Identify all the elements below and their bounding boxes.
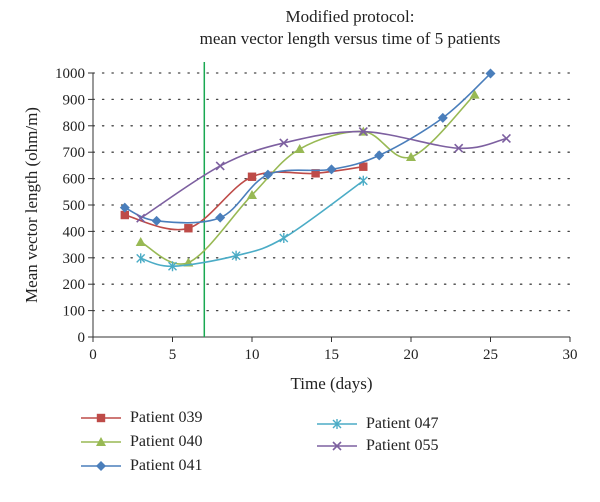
y-tick-label: 100 (63, 304, 86, 320)
series-patient-055 (136, 127, 511, 223)
legend-item: Patient 040 (80, 431, 202, 453)
data-point-patient-055 (454, 143, 464, 153)
data-point-patient-041 (151, 215, 162, 226)
y-tick-label: 600 (63, 172, 86, 188)
y-tick-label: 400 (63, 224, 86, 240)
axes: 0 100 200 300 400 500 600 700 800 900 1000 0 5 10 15 20… (22, 66, 578, 393)
data-point-patient-041 (485, 68, 496, 79)
x-tick-label: 25 (483, 347, 498, 363)
data-point-patient-047 (168, 261, 177, 272)
legend-item: Patient 047 (316, 413, 438, 435)
legend-label: Patient 040 (130, 433, 203, 450)
data-point-patient-055 (501, 133, 511, 144)
legend-swatch (81, 413, 121, 423)
x-tick-label: 0 (89, 347, 97, 363)
legend-label: Patient 047 (366, 415, 439, 432)
data-point-patient-039 (184, 224, 193, 233)
series-patient-047 (136, 175, 368, 272)
y-tick-label: 800 (63, 119, 86, 135)
data-point-patient-047 (279, 233, 289, 243)
data-point-patient-039 (359, 162, 368, 171)
series-patient-040 (135, 89, 480, 267)
data-point-patient-047 (231, 250, 241, 261)
series-line-patient-041 (124, 72, 492, 224)
legend-swatch (81, 437, 121, 446)
legend-label: Patient 041 (130, 457, 203, 474)
data-point-patient-040 (406, 151, 416, 161)
data-point-patient-039 (120, 210, 129, 220)
legend-swatch (317, 441, 357, 451)
x-tick-label: 10 (245, 347, 260, 363)
y-tick-label: 700 (63, 145, 86, 161)
series-patient-039 (120, 162, 368, 233)
y-tick-label: 900 (63, 92, 86, 108)
data-point-patient-039 (311, 169, 320, 178)
data-point-patient-055 (279, 138, 289, 148)
data-point-patient-055 (215, 161, 225, 171)
data-point-patient-041 (374, 150, 385, 161)
chart-title-line-2: mean vector length versus time of 5 pati… (199, 29, 501, 48)
data-point-patient-041 (326, 164, 337, 175)
data-point-patient-055 (136, 213, 146, 223)
legend-item: Patient 041 (80, 455, 202, 477)
x-tick-label: 30 (563, 347, 578, 363)
y-axis-label: Mean vector length (ohm/m) (22, 107, 41, 303)
data-point-patient-040 (294, 144, 305, 154)
legend-swatch (317, 419, 357, 429)
legend-item: Patient 055 (316, 435, 438, 457)
data-point-patient-040 (135, 236, 146, 246)
data-point-patient-047 (136, 253, 146, 264)
chart-title-line-1: Modified protocol: (285, 7, 415, 26)
data-point-patient-041 (119, 202, 130, 213)
data-point-patient-041 (262, 169, 273, 180)
data-point-patient-055 (358, 127, 368, 137)
x-tick-label: 5 (169, 347, 177, 363)
series-line-patient-040 (140, 94, 476, 265)
legend-label: Patient 039 (130, 409, 203, 426)
legend-label: Patient 055 (366, 437, 439, 454)
series-group (119, 68, 511, 272)
series-line-patient-055 (140, 130, 507, 219)
gridlines (92, 72, 571, 312)
legend-swatch (81, 461, 121, 471)
x-tick-label: 15 (324, 347, 339, 363)
data-point-patient-047 (358, 175, 368, 186)
y-tick-label: 0 (78, 330, 86, 346)
data-point-patient-041 (437, 112, 448, 123)
data-point-patient-039 (247, 172, 257, 181)
x-tick-label: 20 (404, 347, 419, 363)
y-tick-label: 500 (63, 198, 86, 214)
legend-item: Patient 039 (80, 407, 202, 429)
data-point-patient-041 (215, 212, 226, 223)
series-patient-041 (119, 68, 496, 226)
y-tick-label: 200 (63, 277, 86, 293)
y-tick-label: 300 (63, 251, 86, 267)
data-point-patient-040 (469, 89, 480, 99)
y-tick-label: 1000 (55, 66, 85, 82)
data-point-patient-040 (247, 189, 257, 199)
x-axis-label: Time (days) (290, 374, 372, 393)
